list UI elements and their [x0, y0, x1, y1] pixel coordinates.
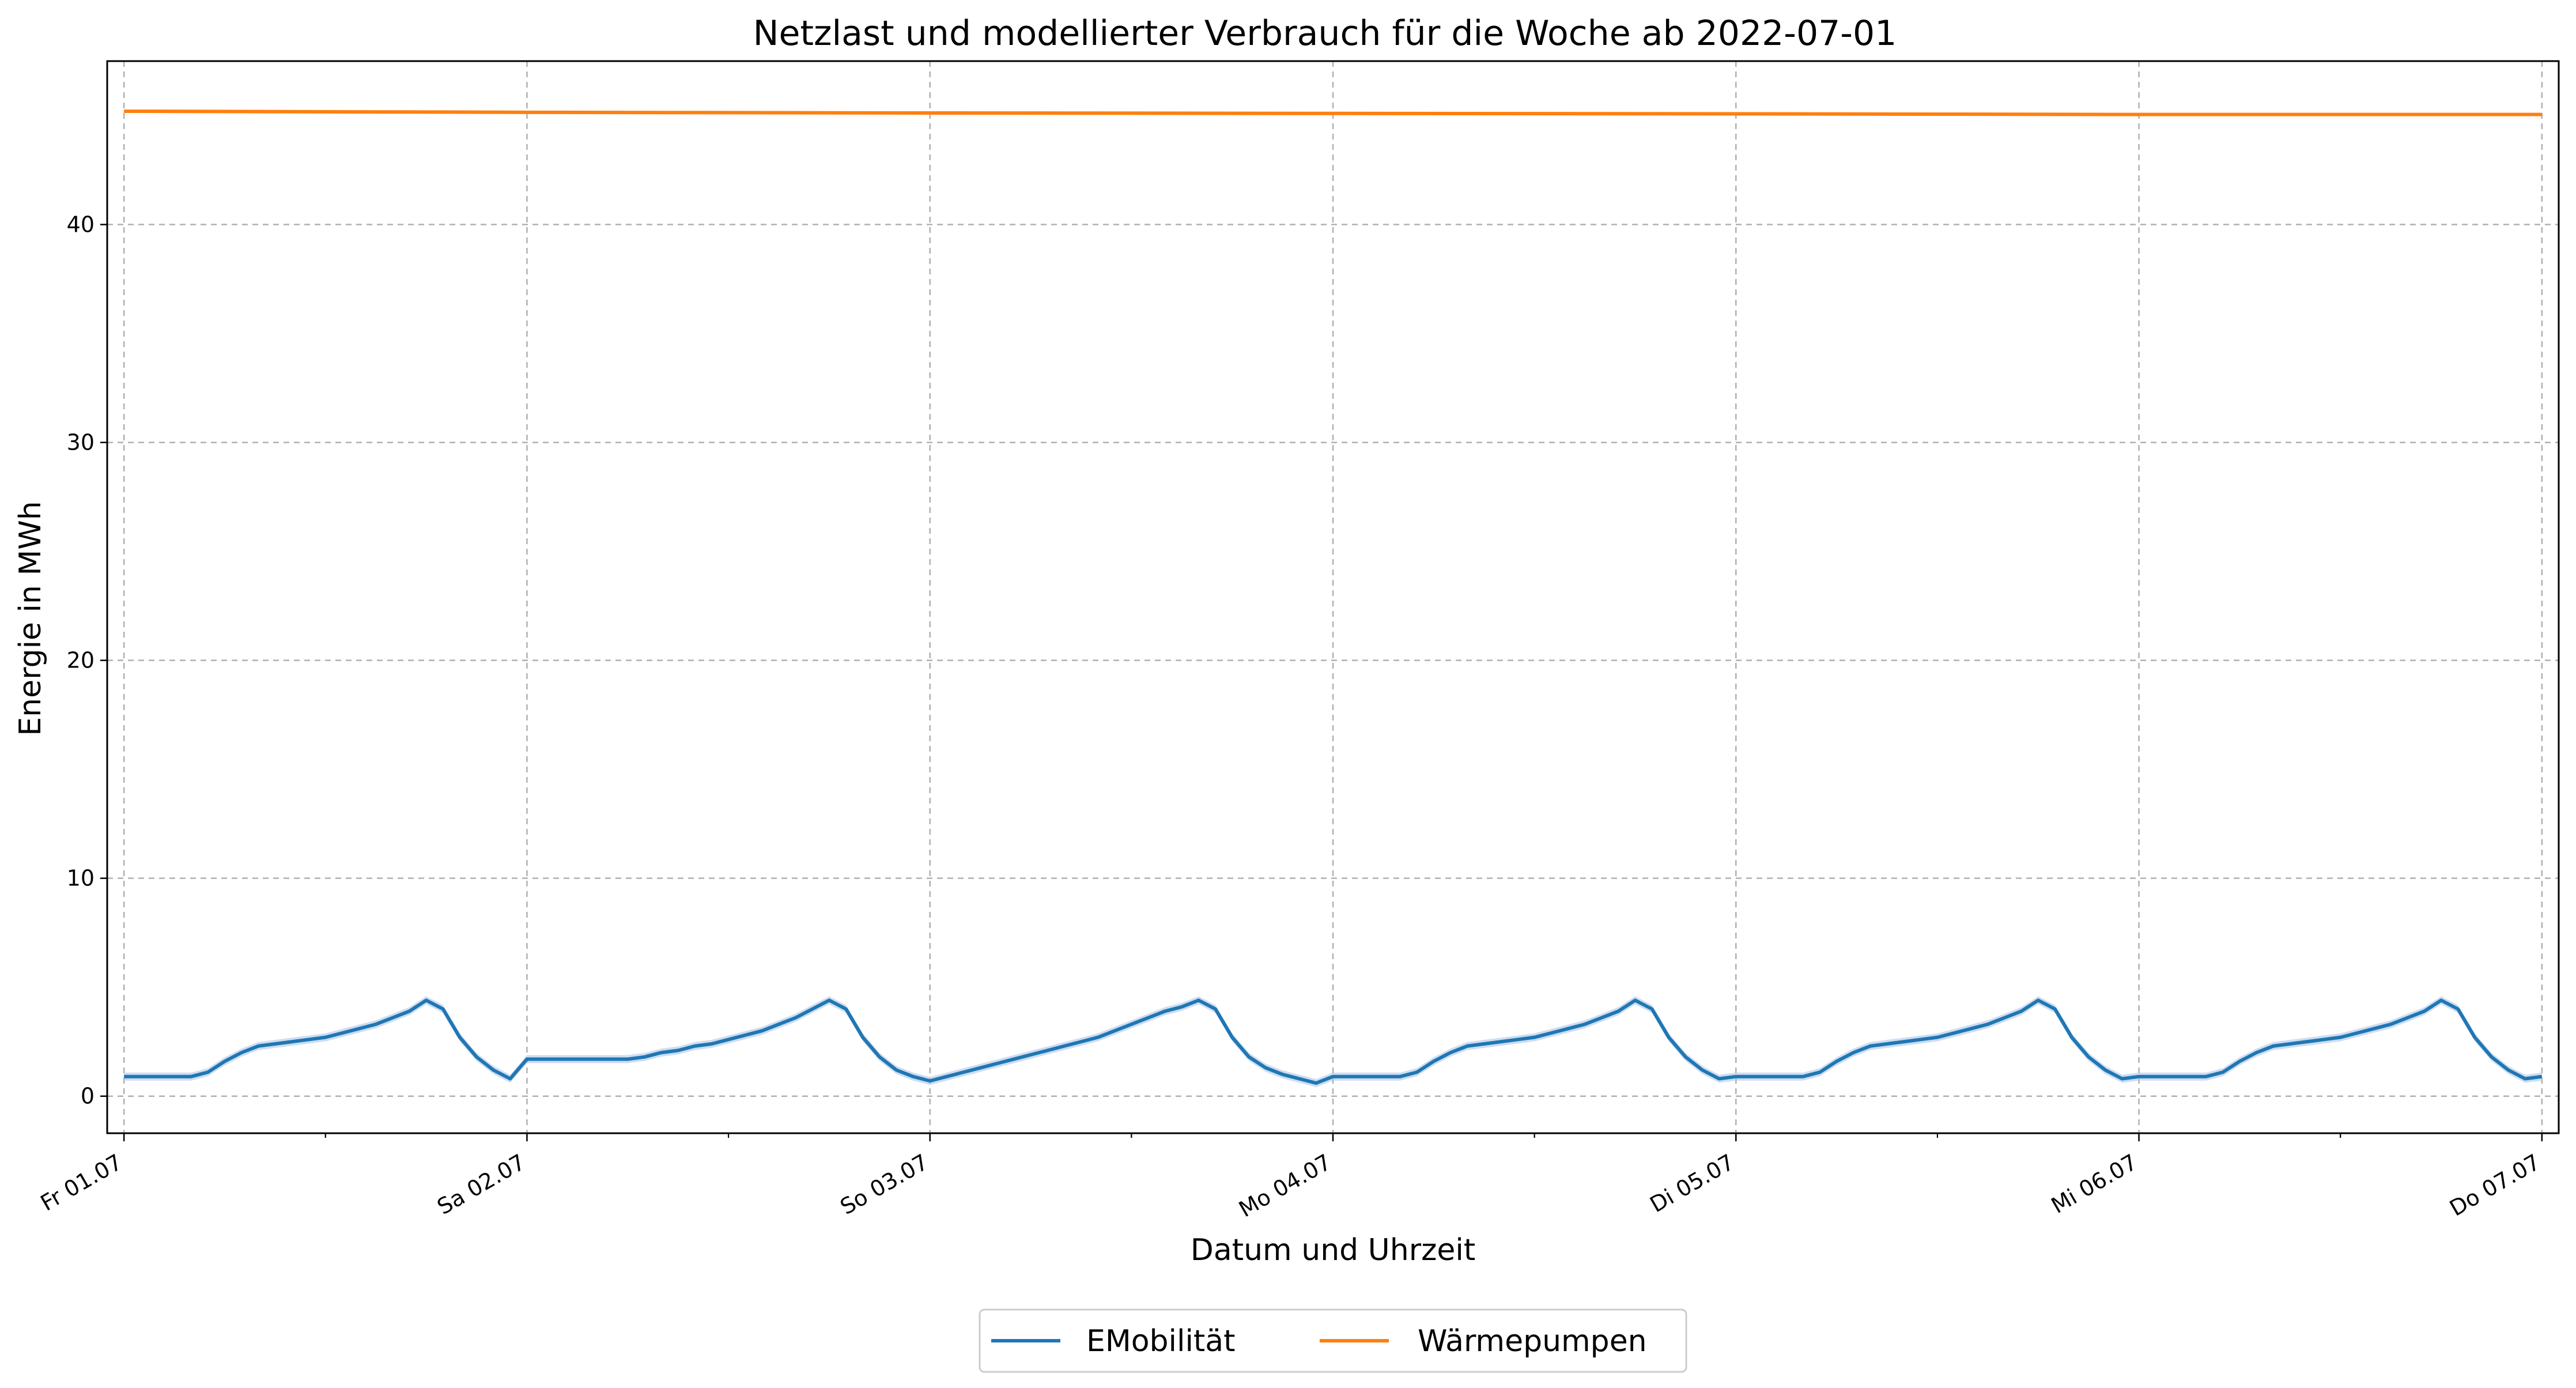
legend-label-emobilitaet: EMobilität — [1086, 1324, 1236, 1359]
grid-layer — [107, 61, 2559, 1133]
x-axis-label: Datum und Uhrzeit — [1191, 1233, 1475, 1268]
series-line-0 — [124, 998, 2543, 1085]
y-tick-label-20: 20 — [67, 648, 95, 673]
y-tick-label-30: 30 — [67, 430, 95, 455]
y-tick-label-10: 10 — [67, 866, 95, 891]
series-line-1 — [124, 109, 2542, 116]
y-tick-label-40: 40 — [67, 212, 95, 237]
chart-title: Netzlast und modellierter Verbrauch für … — [753, 13, 1897, 54]
legend: EMobilität Wärmepumpen — [979, 1308, 1687, 1373]
y-axis-label: Energie in MWh — [13, 501, 48, 736]
y-tick-label-0: 0 — [81, 1084, 95, 1109]
legend-label-waermepumpen: Wärmepumpen — [1418, 1324, 1647, 1359]
line-layer — [124, 109, 2543, 1085]
